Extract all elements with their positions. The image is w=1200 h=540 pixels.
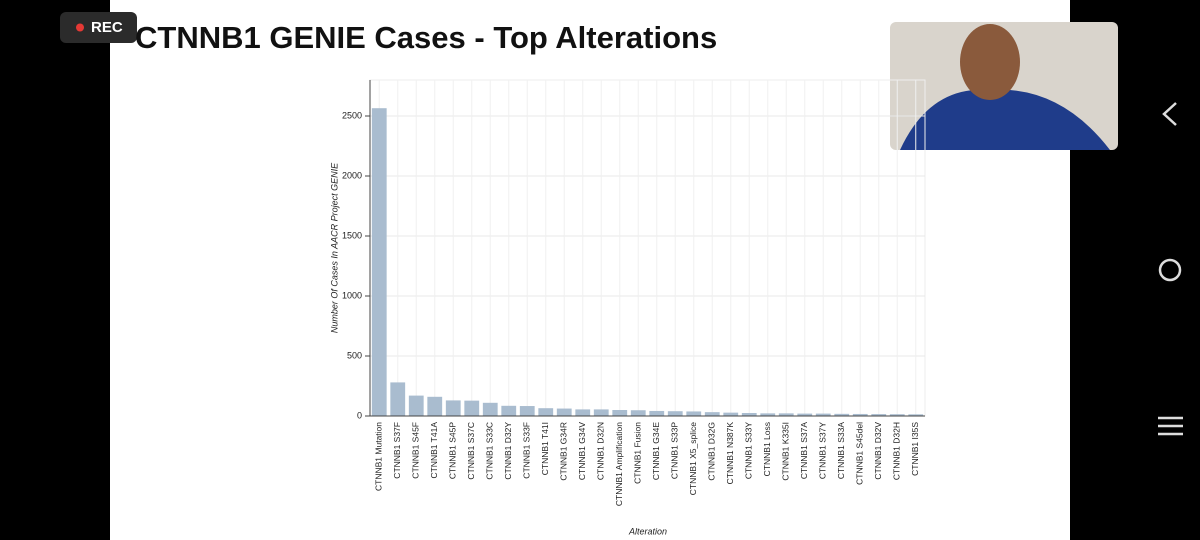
bar [593,409,609,416]
x-tick-label: CTNNB1 D32G [707,422,717,481]
x-tick-label: CTNNB1 G34V [577,422,587,480]
x-tick-label: CTNNB1 T41I [540,422,550,475]
x-tick-label: CTNNB1 S45del [855,422,865,485]
person-head [960,24,1020,100]
bar [834,413,850,416]
x-tick-label: CTNNB1 T41A [429,422,439,479]
x-tick-label: CTNNB1 Mutation [374,422,384,491]
bar [723,412,739,416]
bar [908,414,924,416]
bar [501,405,517,416]
x-tick-label: CTNNB1 S33A [836,422,846,479]
x-tick-label: CTNNB1 Loss [762,422,772,476]
bar [612,410,628,416]
y-tick-label: 0 [357,410,362,420]
bar [649,410,665,416]
bar [390,382,406,416]
bar [556,408,572,416]
nav-bar [1158,102,1183,436]
y-tick-label: 2000 [342,170,362,180]
x-tick-label: CTNNB1 X5_splice [688,422,698,495]
y-axis-label: Number Of Cases In AACR Project GENIE [329,162,339,333]
x-tick-label: CTNNB1 G34E [651,422,661,480]
x-tick-label: CTNNB1 Amplification [614,422,624,506]
x-tick-label: CTNNB1 S45P [448,422,458,479]
x-tick-label: CTNNB1 K335I [781,422,791,481]
back-button[interactable] [1162,102,1177,126]
person-body [900,89,1110,150]
bar [797,413,813,416]
bar [871,414,887,416]
x-tick-label: CTNNB1 S33C [485,422,495,480]
x-tick-label: CTNNB1 S37A [799,422,809,479]
x-tick-label: CTNNB1 S33Y [744,422,754,479]
x-tick-label: CTNNB1 N387K [725,422,735,485]
recents-button[interactable] [1158,416,1183,436]
bar [427,396,443,416]
x-tick-label: CTNNB1 I35S [910,422,920,476]
bar [575,409,591,416]
x-tick-label: CTNNB1 G34R [559,422,569,481]
x-tick-label: CTNNB1 S37Y [818,422,828,479]
home-button[interactable] [1158,258,1182,282]
x-tick-label: CTNNB1 D32N [596,422,606,480]
x-tick-label: CTNNB1 S45F [411,422,421,479]
bar [852,413,868,416]
bar [686,411,702,416]
bar [482,402,498,416]
bar [815,413,831,416]
y-tick-label: 500 [347,350,362,360]
x-tick-label: CTNNB1 D32H [892,422,902,480]
bar [760,413,776,416]
bar [464,400,480,416]
x-tick-label: CTNNB1 S37C [466,422,476,480]
x-tick-label: CTNNB1 Fusion [633,422,643,484]
x-tick-label: CTNNB1 S37F [392,422,402,479]
bar [704,412,720,416]
x-tick-label: CTNNB1 D32V [873,422,883,480]
rec-label: REC [91,19,123,36]
rec-dot [76,23,84,32]
y-tick-label: 1500 [342,230,362,240]
webcam [890,22,1118,150]
bar [538,408,554,416]
bar [408,395,424,416]
bar [741,413,757,416]
rec-badge [60,12,137,43]
x-tick-label: CTNNB1 D32Y [503,422,513,480]
slide-title: CTNNB1 GENIE Cases - Top Alterations [135,20,717,55]
y-tick-label: 2500 [342,110,362,120]
bar [889,414,905,416]
x-axis-label: Alteration [628,526,667,536]
y-tick-label: 1000 [342,290,362,300]
bar [519,406,535,416]
bar [630,410,646,416]
bar [778,413,794,416]
bar [371,108,387,416]
x-tick-label: CTNNB1 S33P [670,422,680,479]
bar [445,400,461,416]
x-tick-label: CTNNB1 S33F [522,422,532,479]
bar [667,411,683,416]
